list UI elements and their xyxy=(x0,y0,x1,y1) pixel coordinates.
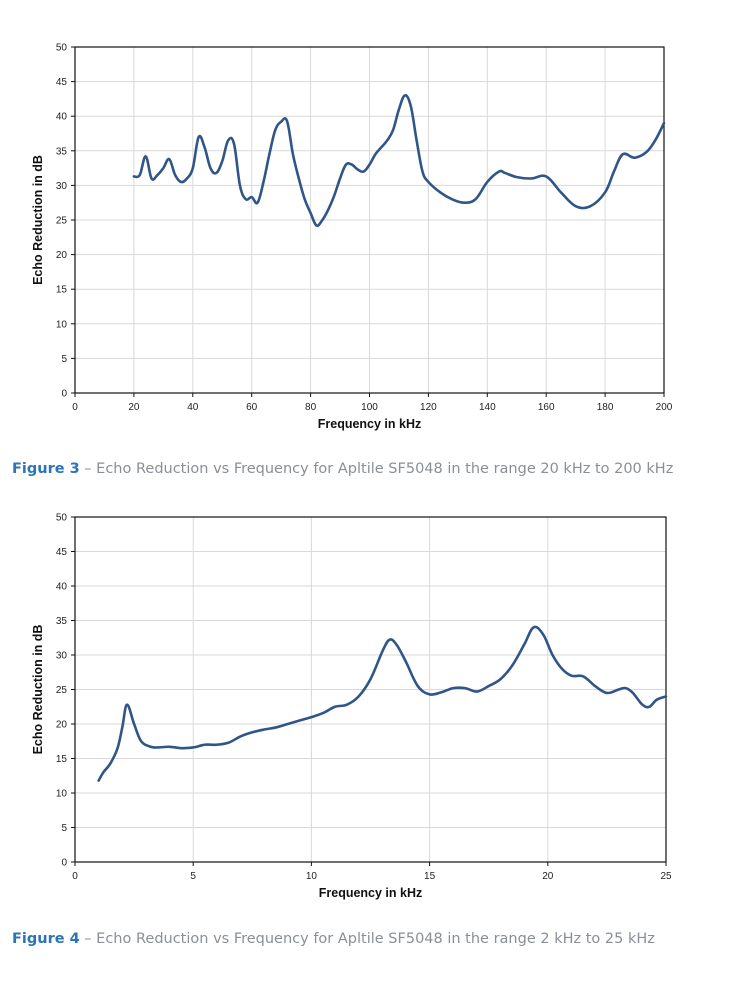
figure-3-label: Figure 3 xyxy=(12,461,80,477)
y-tick-label: 40 xyxy=(56,582,68,593)
x-tick-label: 40 xyxy=(187,402,199,413)
x-tick-label: 15 xyxy=(424,871,436,882)
x-axis-label: Frequency in kHz xyxy=(319,886,423,900)
x-tick-label: 20 xyxy=(128,402,140,413)
y-tick-label: 0 xyxy=(61,858,67,869)
x-tick-label: 60 xyxy=(246,402,258,413)
y-tick-label: 20 xyxy=(56,250,68,261)
y-tick-label: 20 xyxy=(56,720,68,731)
x-tick-label: 80 xyxy=(305,402,317,413)
y-tick-label: 0 xyxy=(61,389,67,400)
x-tick-label: 180 xyxy=(597,402,614,413)
y-tick-label: 40 xyxy=(56,112,68,123)
x-tick-label: 140 xyxy=(479,402,496,413)
x-tick-label: 25 xyxy=(660,871,672,882)
x-axis-label: Frequency in kHz xyxy=(318,417,422,431)
y-tick-label: 10 xyxy=(56,319,68,330)
y-tick-label: 50 xyxy=(56,43,68,54)
y-tick-label: 10 xyxy=(56,789,68,800)
series-line xyxy=(97,625,668,782)
y-tick-label: 25 xyxy=(56,216,68,227)
gridlines xyxy=(74,516,667,863)
y-tick-label: 15 xyxy=(56,285,68,296)
y-tick-label: 45 xyxy=(56,547,68,558)
figure-3-caption: Figure 3 – Echo Reduction vs Frequency f… xyxy=(12,459,712,480)
y-tick-label: 50 xyxy=(56,513,68,524)
y-tick-label: 45 xyxy=(56,77,68,88)
x-tick-label: 100 xyxy=(361,402,378,413)
x-tick-label: 0 xyxy=(72,402,78,413)
y-tick-label: 25 xyxy=(56,685,68,696)
x-tick-label: 200 xyxy=(656,402,673,413)
y-axis-label: Echo Reduction in dB xyxy=(31,625,45,755)
figure-4-caption-text: – Echo Reduction vs Frequency for Apltil… xyxy=(79,931,655,947)
x-tick-label: 20 xyxy=(542,871,554,882)
x-tick-label: 120 xyxy=(420,402,437,413)
x-tick-label: 5 xyxy=(190,871,196,882)
x-tick-label: 10 xyxy=(306,871,318,882)
figure-4-caption: Figure 4 – Echo Reduction vs Frequency f… xyxy=(12,929,712,950)
chart-figure-3: 0 5 10 15 20 25 30 35 40 45 50 0 20 40 60 80 100 120 140 16… xyxy=(31,43,673,432)
y-tick-label: 5 xyxy=(61,823,67,834)
chart-figure-4: 0 5 10 15 20 25 30 35 40 45 50 0 5 10 15 20 25 Frequency … xyxy=(31,513,672,901)
y-tick-label: 35 xyxy=(56,146,68,157)
y-axis-label: Echo Reduction in dB xyxy=(31,155,45,285)
y-tick-label: 5 xyxy=(61,354,67,365)
x-tick-label: 0 xyxy=(72,871,78,882)
y-tick-label: 35 xyxy=(56,616,68,627)
x-tick-label: 160 xyxy=(538,402,555,413)
figure-3-caption-text: – Echo Reduction vs Frequency for Apltil… xyxy=(79,461,674,477)
y-tick-label: 30 xyxy=(56,651,68,662)
gridlines xyxy=(74,46,665,394)
y-tick-label: 30 xyxy=(56,181,68,192)
series-line xyxy=(132,94,666,228)
y-tick-label: 15 xyxy=(56,754,68,765)
figure-4-label: Figure 4 xyxy=(12,931,80,947)
